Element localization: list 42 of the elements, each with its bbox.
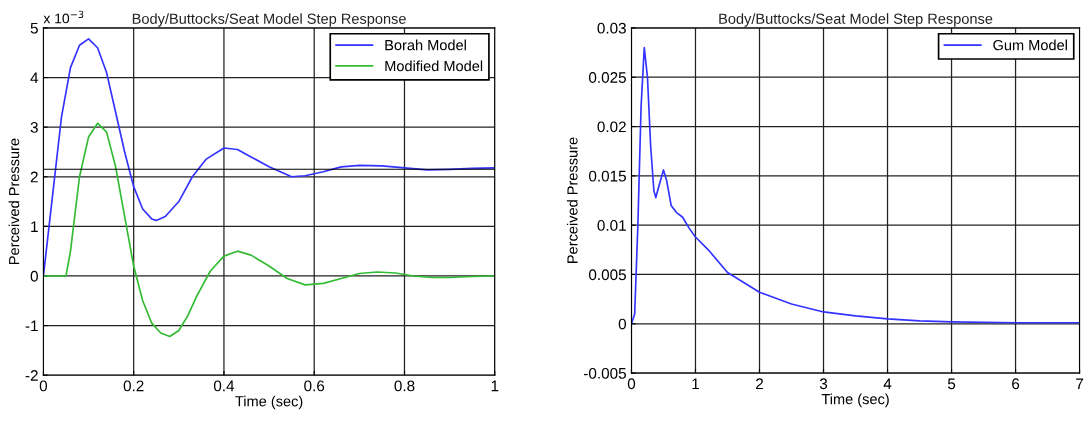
x-tick-label: 1 xyxy=(491,380,499,392)
y-tick-label: 0.03 xyxy=(597,22,626,34)
y-tick-label: 0.025 xyxy=(588,72,626,83)
y-tick-label: 0.02 xyxy=(597,121,626,133)
y-tick-label: 0 xyxy=(30,270,38,282)
y-axis-title: Perceived Pressure xyxy=(8,138,20,264)
y-tick-label: -2 xyxy=(25,370,38,381)
chart-title: Body/Buttocks/Seat Model Step Response xyxy=(132,13,406,27)
x-tick-label: 0 xyxy=(39,380,48,392)
y-tick-label: 0 xyxy=(618,318,627,330)
x-tick-label: 4 xyxy=(883,378,892,390)
x-tick-label: 7 xyxy=(1076,378,1084,390)
x-tick-label: 1 xyxy=(692,378,699,390)
line-series xyxy=(43,37,495,277)
x-tick-label: 0.2 xyxy=(123,380,144,392)
y-tick-label: 3 xyxy=(30,122,38,133)
line-series xyxy=(43,122,495,338)
x-tick-label: 0.8 xyxy=(394,380,415,392)
y-tick-label: 5 xyxy=(30,22,38,34)
x-tick-label: 0 xyxy=(627,378,636,390)
legend-label: Gum Model xyxy=(993,39,1067,51)
x-tick-label: 0.4 xyxy=(213,380,235,392)
x-axis-title: Time (sec) xyxy=(821,393,889,408)
y-tick-label: 4 xyxy=(30,72,39,84)
y-axis-title: Perceived Pressure xyxy=(566,137,578,263)
y-tick-label: 0.015 xyxy=(588,170,626,182)
x-tick-label: 2 xyxy=(756,378,763,390)
x-tick-label: 0.6 xyxy=(304,380,325,392)
chart-title: Body/Buttocks/Seat Model Step Response xyxy=(719,13,993,27)
y-tick-label: 2 xyxy=(30,171,38,183)
y-tick-label: -1 xyxy=(25,320,38,332)
x-tick-label: 3 xyxy=(819,378,828,390)
x-tick-label: 5 xyxy=(947,378,956,390)
legend-label: Borah Model xyxy=(385,39,466,51)
y-tick-label: 0.005 xyxy=(588,269,626,281)
x-tick-label: 6 xyxy=(1012,378,1020,390)
y-tick-label: 0.01 xyxy=(597,220,626,231)
text: x 10$^{−3}$ xyxy=(43,10,84,24)
y-tick-label: 1 xyxy=(31,221,38,232)
x-axis-title: Time (sec) xyxy=(235,395,303,410)
y-tick-label: -0.005 xyxy=(583,367,626,379)
legend-label: Modified Model xyxy=(385,60,483,72)
